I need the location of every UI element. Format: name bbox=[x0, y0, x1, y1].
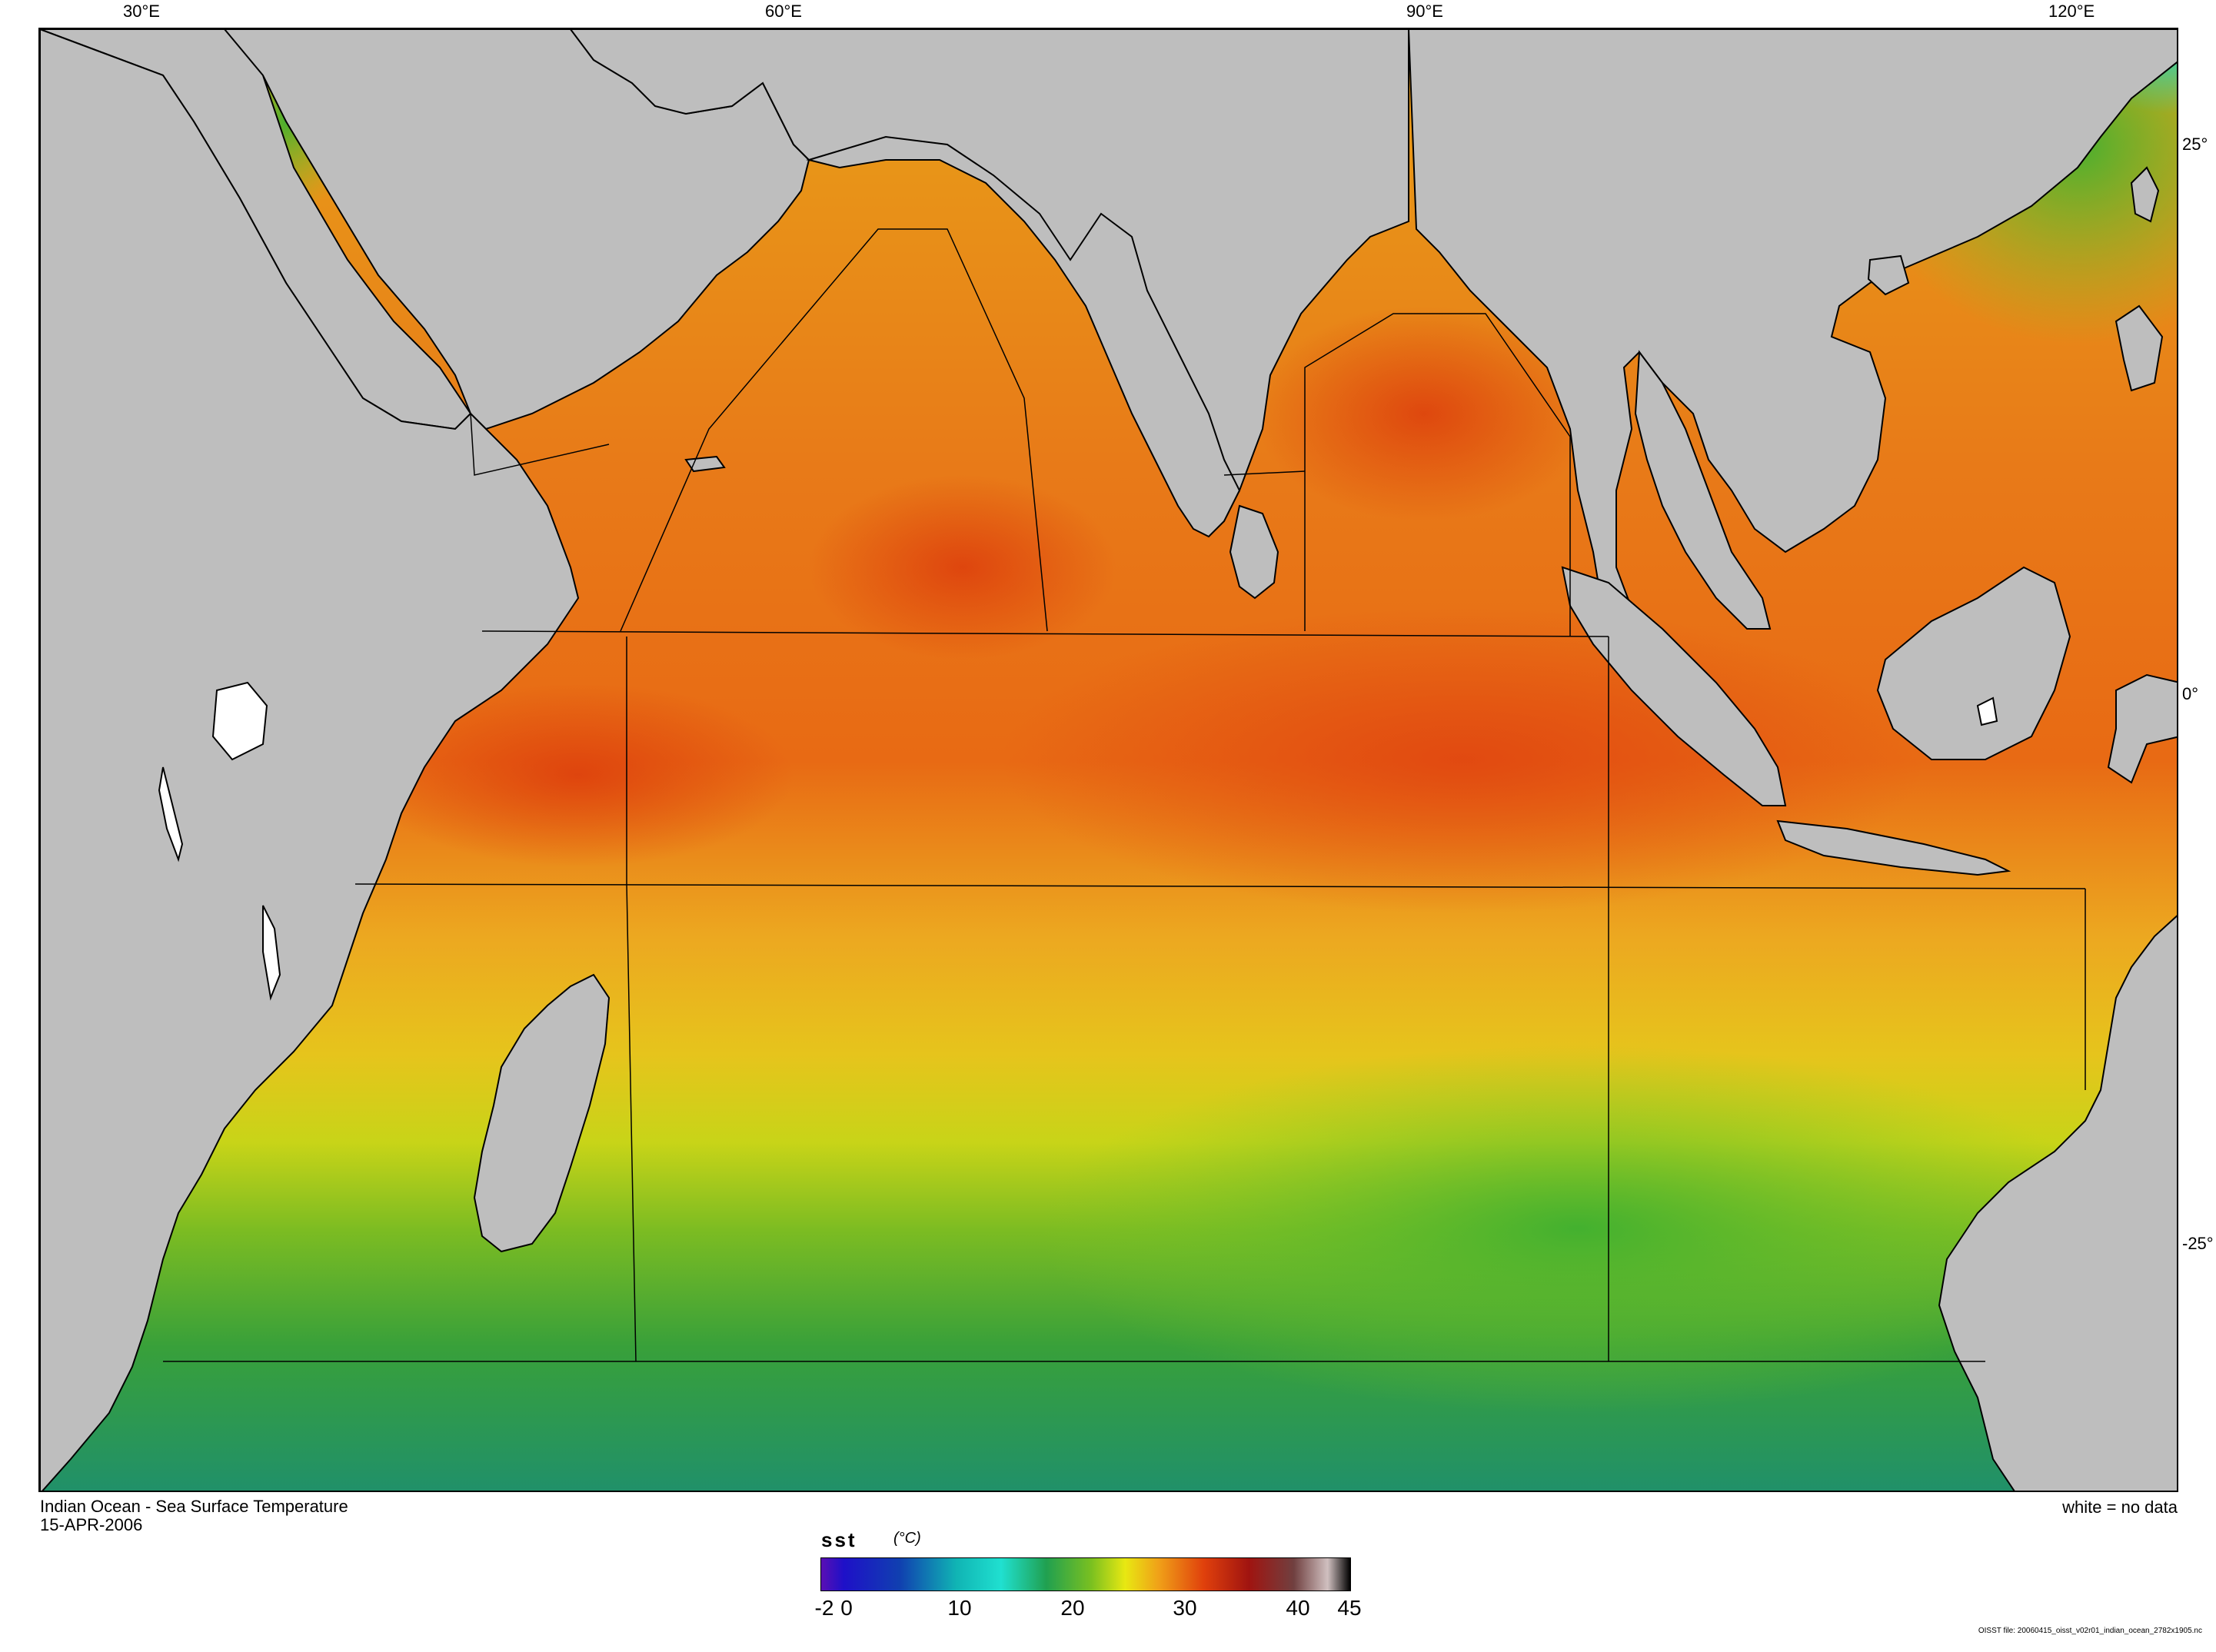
map-caption: Indian Ocean - Sea Surface Temperature 1… bbox=[40, 1497, 348, 1534]
no-data-lake-tanganyika bbox=[158, 766, 184, 863]
longitude-label-120e: 120°E bbox=[2048, 2, 2095, 21]
boundary-sri-lanka-box bbox=[1223, 470, 1306, 476]
colorbar-tick-minus2: -2 bbox=[814, 1596, 834, 1620]
land-java bbox=[1776, 819, 2011, 876]
no-data-lake-victoria bbox=[211, 681, 268, 761]
no-data-note: white = no data bbox=[2062, 1497, 2178, 1517]
latitude-label-0: 0° bbox=[2182, 684, 2199, 703]
colorbar-tick-20: 20 bbox=[1060, 1596, 1085, 1620]
land-australia bbox=[1938, 915, 2177, 1491]
colorbar-variable: sst bbox=[821, 1528, 857, 1551]
land-sumatra bbox=[1561, 566, 1787, 806]
land-sulawesi bbox=[2107, 673, 2177, 784]
longitude-label-30e: 30°E bbox=[123, 2, 160, 21]
colorbar-tick-10: 10 bbox=[947, 1596, 972, 1620]
land-sri-lanka bbox=[1229, 504, 1279, 600]
boundary-arabian-sea bbox=[620, 228, 1048, 632]
map-title: Indian Ocean - Sea Surface Temperature bbox=[40, 1497, 348, 1516]
colorbar-tick-30: 30 bbox=[1173, 1596, 1197, 1620]
land-madagascar bbox=[473, 973, 611, 1253]
longitude-label-90e: 90°E bbox=[1406, 2, 1443, 21]
land-malay-peninsula bbox=[1634, 350, 1772, 630]
no-data-borneo-interior bbox=[1976, 696, 1998, 726]
latitude-label-25s: -25° bbox=[2182, 1234, 2214, 1253]
longitude-label-60e: 60°E bbox=[765, 2, 802, 21]
land-borneo bbox=[1876, 566, 2071, 760]
source-filename: OISST file: 20060415_oisst_v02r01_indian… bbox=[1978, 1627, 2202, 1635]
land-philippines bbox=[2115, 166, 2164, 392]
boundary-bay-of-bengal bbox=[1304, 313, 1571, 637]
land-layer bbox=[40, 29, 2177, 1491]
warm-pool-west bbox=[363, 683, 794, 867]
boundary-west-box bbox=[626, 637, 637, 1362]
colorbar-unit: (°C) bbox=[893, 1530, 921, 1547]
warm-arabian-sea bbox=[809, 475, 1116, 660]
sst-map-canvas bbox=[40, 29, 2177, 1491]
boundary-10s-line bbox=[354, 883, 2086, 889]
land-hainan bbox=[1867, 254, 1910, 296]
boundary-equator-line bbox=[481, 630, 1609, 637]
land-southeast-asia bbox=[1407, 29, 2177, 668]
warm-bay-of-bengal bbox=[1255, 306, 1593, 521]
region-boundaries bbox=[163, 228, 2086, 1362]
colorbar bbox=[820, 1557, 1351, 1591]
map-date: 15-APR-2006 bbox=[40, 1515, 143, 1534]
colorbar-tick-45: 45 bbox=[1337, 1596, 1362, 1620]
boundary-gulf-of-aden bbox=[470, 413, 610, 476]
land-africa-east bbox=[40, 29, 580, 1491]
cool-southern-band bbox=[1040, 1044, 2116, 1413]
sst-map bbox=[38, 28, 2178, 1492]
latitude-label-25n: 25° bbox=[2182, 135, 2208, 154]
no-data-layer bbox=[158, 681, 1998, 1001]
no-data-lake-malawi bbox=[262, 905, 281, 1001]
colorbar-tick-40: 40 bbox=[1286, 1596, 1310, 1620]
land-india bbox=[569, 29, 1409, 538]
colorbar-tick-0: 0 bbox=[840, 1596, 853, 1620]
warm-pool-east bbox=[1001, 606, 1924, 913]
